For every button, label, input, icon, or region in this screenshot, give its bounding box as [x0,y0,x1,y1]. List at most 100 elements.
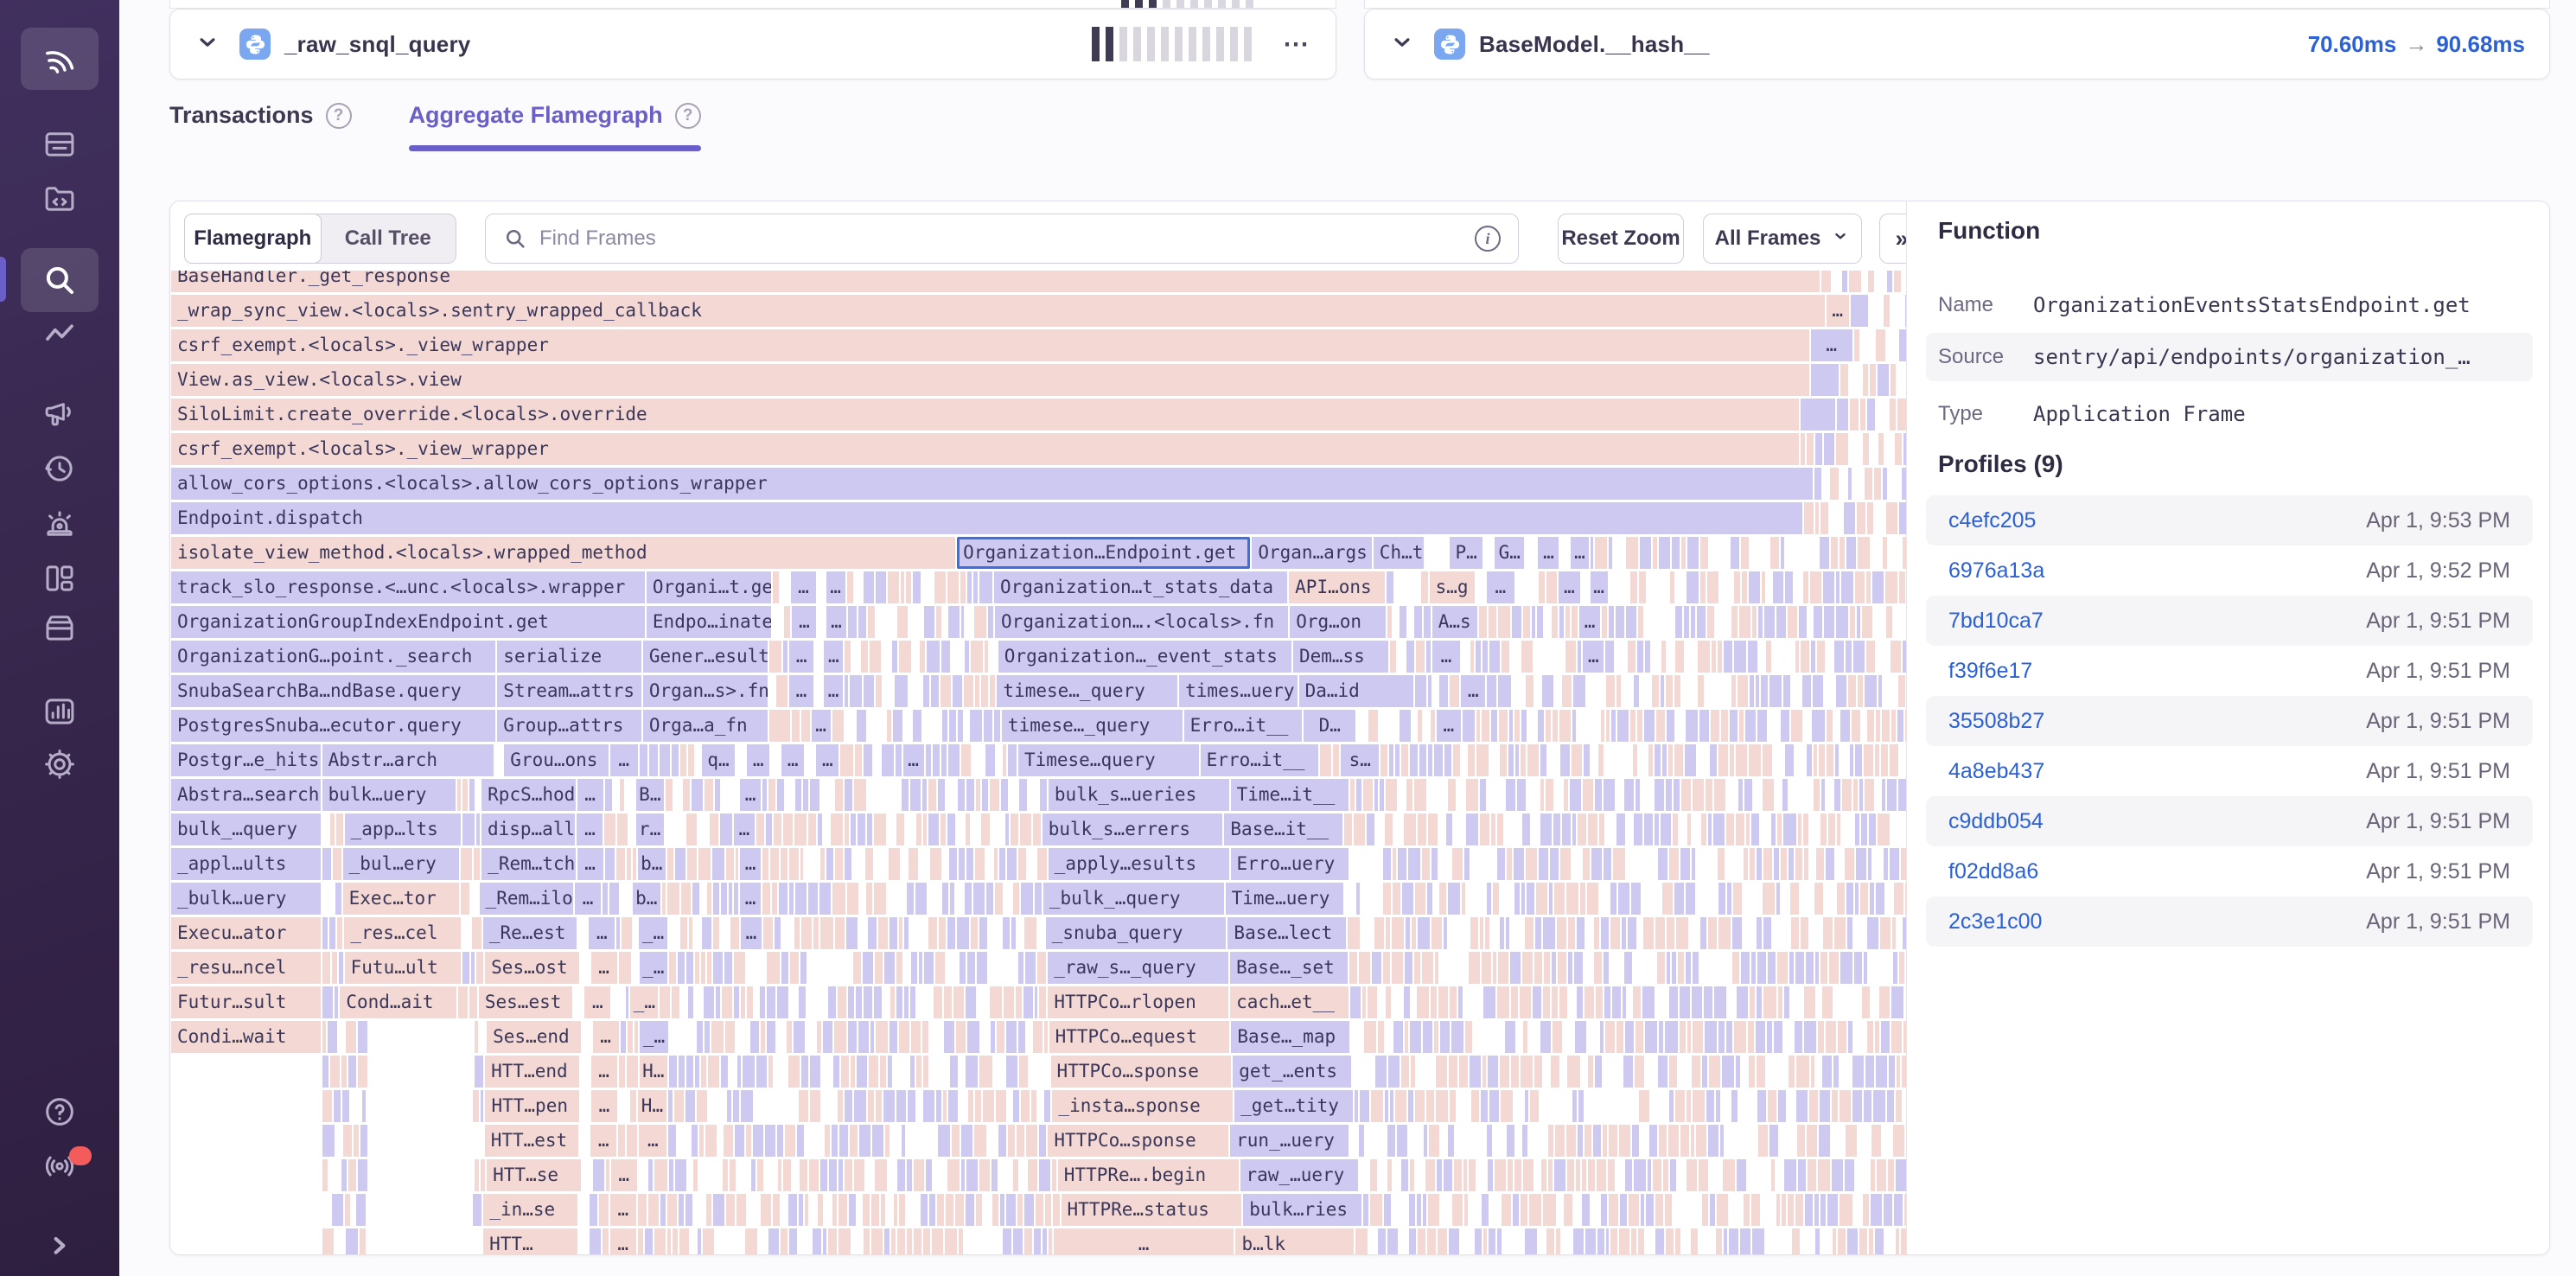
profile-id-link[interactable]: f02dd8a6 [1948,858,2039,884]
flamegraph-frame-selected[interactable]: Organization…Endpoint.get [957,537,1251,569]
info-icon[interactable]: i [1475,226,1501,252]
flamegraph-frame[interactable]: … [1053,1228,1234,1254]
flamegraph-frame[interactable]: … [740,883,762,915]
flamegraph-frame[interactable]: Abstra…search [171,779,321,811]
flamegraph-frame[interactable]: D… [1304,710,1356,742]
flamegraph-frame[interactable]: allow_cors_options.<locals>.allow_cors_o… [171,468,1813,500]
flamegraph-frame[interactable]: _res…cel [344,917,461,949]
flamegraph-frame[interactable] [1810,364,1839,396]
flamegraph-frame[interactable]: … [792,606,817,638]
flamegraph-frame[interactable]: … [609,744,638,776]
flamegraph-frame[interactable]: View.as_view.<locals>.view [171,364,1809,396]
flamegraph-frame[interactable]: RpcS…hod [481,779,576,811]
flamegraph-frame[interactable]: r… [635,813,664,845]
flamegraph-frame[interactable]: … [816,744,839,776]
overflow-menu-icon[interactable]: ⋯ [1283,29,1311,59]
replays-clock-icon[interactable] [40,449,80,488]
flamegraph-frame[interactable]: … [609,1228,636,1254]
flamegraph-frame[interactable]: Org…on [1290,606,1386,638]
flamegraph-frame[interactable]: … [577,813,603,845]
flamegraph-frame[interactable]: OrganizationGroupIndexEndpoint.get [171,606,645,638]
issues-stack-icon[interactable] [40,124,80,164]
profile-id-link[interactable]: 2c3e1c00 [1948,909,2043,934]
flamegraph-frame[interactable]: SnubaSearchBa…ndBase.query [171,675,496,707]
flamegraph-frame[interactable]: _wrap_sync_view.<locals>.sentry_wrapped_… [171,295,1825,327]
flamegraph-frame[interactable]: cach…et__ [1230,986,1349,1018]
profile-id-link[interactable]: f39f6e17 [1948,658,2033,683]
flamegraph-frame[interactable]: get_…ents [1233,1056,1351,1088]
flamegraph-frame[interactable]: _bul…ery [342,848,460,880]
flamegraph-frame[interactable]: _Rem…tch [481,848,576,880]
flamegraph-frame[interactable]: Ses…est [478,986,573,1018]
flamegraph-frame[interactable]: b… [632,883,660,915]
tab-transactions[interactable]: Transactions ? [169,102,352,151]
segment-flamegraph[interactable]: Flamegraph [184,214,322,264]
flamegraph-frame[interactable]: … [574,883,602,915]
flamegraph-frame[interactable]: Stream…attrs [497,675,641,707]
flamegraph-frame[interactable]: Group…attrs [497,710,641,742]
flamegraph-frame[interactable]: Dem…ss [1292,641,1389,673]
flamegraph-frame[interactable]: HTT… [483,1228,577,1254]
releases-archive-icon[interactable] [40,608,80,648]
flamegraph-frame[interactable]: Ch…t [1373,537,1424,569]
flamegraph-frame[interactable]: … [740,779,762,811]
reset-zoom-button[interactable]: Reset Zoom [1558,214,1684,264]
flamegraph-frame[interactable]: Exec…tor [342,883,460,915]
flamegraph-frame[interactable]: Time…it__ [1230,779,1349,811]
flamegraph-frame[interactable]: Condi…wait [171,1021,321,1053]
flamegraph-frame[interactable]: HTTPCo…equest [1049,1021,1230,1053]
explore-search-icon[interactable] [40,260,80,300]
flamegraph-frame[interactable]: Organ…s>.fn [642,675,768,707]
flamegraph-frame[interactable]: Ses…ost [485,952,579,984]
flamegraph-frame[interactable]: _… [630,986,659,1018]
flamegraph-frame[interactable]: _raw_s…_query [1048,952,1228,984]
flamegraph-frame[interactable]: _bulk…uery [171,883,321,915]
flamegraph-frame[interactable]: raw_…uery [1240,1159,1358,1191]
flamegraph-frame[interactable]: Organization…t_stats_data [993,571,1288,603]
flamegraph-frame[interactable]: Abstr…arch [322,744,494,776]
flamegraph-frame[interactable]: … [747,744,770,776]
flamegraph-frame[interactable]: b…lk [1235,1228,1354,1254]
flamegraph-frame[interactable]: Endpoint.dispatch [171,502,1802,534]
flamegraph-frame[interactable]: P… [1450,537,1483,569]
flamegraph-frame[interactable]: serialize [497,641,641,673]
flamegraph-frame[interactable]: … [1538,537,1559,569]
flamegraph-frame[interactable]: b… [637,848,666,880]
flamegraph-frame[interactable]: HTTPCo…sponse [1050,1056,1232,1088]
flamegraph-frame[interactable]: … [1826,295,1849,327]
flamegraph-frame[interactable]: Erro…uery [1230,848,1349,880]
flamegraph-frame[interactable]: … [824,641,844,673]
tab-aggregate-flamegraph[interactable]: Aggregate Flamegraph ? [408,102,701,151]
flamegraph-frame[interactable]: G… [1495,537,1525,569]
flamegraph-frame[interactable]: _get…tity [1234,1090,1353,1122]
flamegraph-frame[interactable]: … [1590,571,1608,603]
flamegraph-frame[interactable]: bulk…ries [1243,1194,1361,1226]
flamegraph-frame[interactable] [1850,295,1868,327]
flamegraph-frame[interactable]: _… [640,1021,668,1053]
flamegraph-frame[interactable]: times…uery [1179,675,1298,707]
flamegraph-frame[interactable]: HTT…pen [485,1090,579,1122]
flamegraph-frame[interactable]: … [1559,571,1580,603]
flamegraph-frame[interactable]: Cond…ait [340,986,456,1018]
flamegraph-frame[interactable]: Time…uery [1225,883,1344,915]
flamegraph-frame[interactable]: … [1436,710,1461,742]
flamegraph-frame[interactable]: SiloLimit.create_override.<locals>.overr… [171,399,1799,431]
profile-id-link[interactable]: c4efc205 [1948,507,2037,533]
flamegraph-frame[interactable]: … [584,986,611,1018]
flamegraph-frame[interactable]: _Re…est [482,917,577,949]
flamegraph-frame[interactable]: _app…lts [344,813,462,845]
flamegraph-frame[interactable]: … [740,848,762,880]
flamegraph-frame[interactable] [1800,399,1835,431]
flamegraph-frame[interactable]: Endpo…inate [646,606,772,638]
flamegraph-frame[interactable]: A…s [1431,606,1477,638]
flamegraph-frame[interactable]: … [609,1194,636,1226]
flamegraph-frame[interactable]: Base…lect [1227,917,1346,949]
flamegraph-frame[interactable]: HTT…end [485,1056,579,1088]
flamegraph-frame[interactable]: Grou…ons [504,744,609,776]
flamegraph-frame[interactable]: bulk_…query [171,813,321,845]
flamegraph-frame[interactable]: Erro…it__ [1183,710,1303,742]
question-circle-icon[interactable]: ? [325,102,352,129]
flamegraph-frame[interactable]: Execu…ator [171,917,321,949]
flamegraph-frame[interactable]: … [823,675,844,707]
explore-active-tile[interactable] [21,248,99,312]
